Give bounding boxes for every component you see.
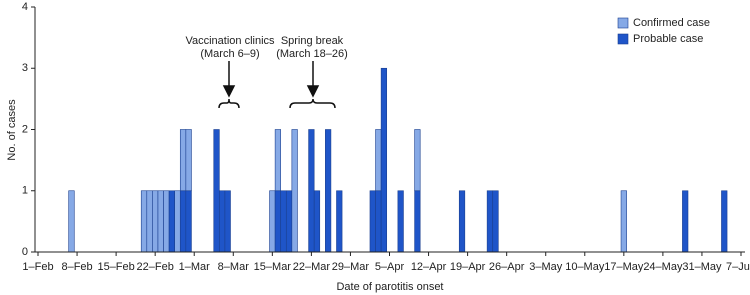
- bar: [146, 190, 153, 253]
- legend-label: Probable case: [633, 33, 703, 45]
- bar: [308, 129, 315, 253]
- bar: [414, 190, 421, 253]
- x-tick-label: 15–Feb: [97, 261, 134, 273]
- x-tick-label: 3–May: [529, 261, 563, 273]
- bar: [174, 190, 181, 253]
- bar: [492, 190, 499, 253]
- x-tick-label: 8–Mar: [218, 261, 250, 273]
- x-tick-label: 1–Mar: [179, 261, 211, 273]
- bar: [179, 129, 187, 192]
- annotation: (March 6–9): [200, 48, 259, 60]
- legend-swatch: [617, 17, 629, 29]
- bar: [397, 190, 404, 253]
- bar: [375, 129, 382, 192]
- y-tick-label: 4: [22, 1, 28, 13]
- bar: [269, 190, 276, 253]
- x-tick-label: 29–Mar: [332, 261, 370, 273]
- x-tick-label: 24–May: [643, 261, 683, 273]
- bar: [380, 67, 388, 253]
- annotation: Vaccination clinics: [185, 35, 275, 47]
- x-tick-label: 15–Mar: [254, 261, 292, 273]
- y-tick-label: 0: [22, 246, 28, 258]
- x-tick-label: 8–Feb: [61, 261, 92, 273]
- x-tick-label: 19–Apr: [450, 261, 486, 273]
- y-axis-label: No. of cases: [6, 99, 18, 161]
- bar: [414, 129, 421, 192]
- x-tick-label: 17–May: [604, 261, 644, 273]
- bar: [68, 190, 75, 253]
- x-tick-label: 10–May: [565, 261, 605, 273]
- y-tick-label: 2: [22, 123, 28, 135]
- bar: [152, 190, 159, 253]
- bar: [274, 129, 282, 192]
- x-axis-label: Date of parotitis onset: [336, 281, 443, 293]
- bar: [168, 190, 175, 253]
- arrow: [218, 61, 336, 109]
- bar: [157, 190, 164, 253]
- bar: [224, 190, 231, 253]
- bar: [682, 190, 689, 253]
- y-tick-label: 3: [22, 62, 28, 74]
- x-tick-label: 12–Apr: [411, 261, 447, 273]
- x-tick-label: 22–Mar: [293, 261, 331, 273]
- x-tick-label: 31–May: [682, 261, 722, 273]
- x-tick-label: 26–Apr: [489, 261, 525, 273]
- bar: [285, 190, 293, 253]
- bar: [291, 129, 298, 253]
- annotation: Spring break: [281, 35, 344, 47]
- bar: [185, 129, 192, 192]
- annotation: (March 18–26): [276, 48, 348, 60]
- bar: [280, 190, 287, 253]
- bar: [179, 190, 187, 253]
- x-tick-label: 1–Feb: [22, 261, 53, 273]
- legend-label: Confirmed case: [633, 17, 710, 29]
- bar: [219, 190, 226, 253]
- bar: [274, 190, 282, 253]
- bar: [185, 190, 192, 253]
- bar: [375, 190, 382, 253]
- bar: [721, 190, 728, 253]
- bar: [140, 190, 148, 253]
- bar: [458, 190, 466, 253]
- bar: [313, 190, 321, 253]
- legend-swatch: [617, 33, 629, 45]
- x-tick-label: 5–Apr: [375, 261, 405, 273]
- bar: [369, 190, 376, 253]
- x-tick-label: 7–Jun: [726, 261, 750, 273]
- bar: [336, 190, 343, 253]
- bar: [325, 129, 332, 253]
- x-tick-label: 22–Feb: [137, 261, 174, 273]
- bar: [620, 190, 627, 253]
- y-tick-label: 1: [22, 185, 28, 197]
- bar: [213, 129, 220, 253]
- bar: [486, 190, 494, 253]
- bar: [163, 190, 170, 253]
